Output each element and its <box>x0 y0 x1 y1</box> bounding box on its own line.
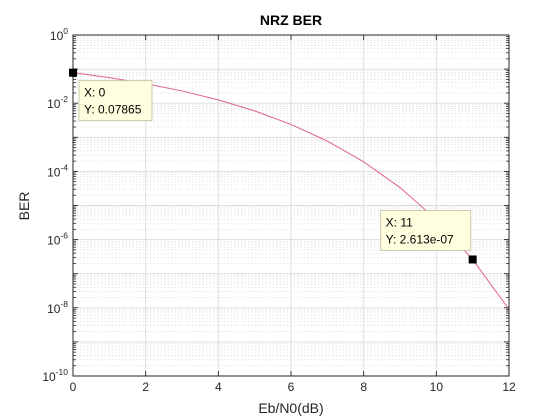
datatip-box <box>78 80 153 122</box>
y-tick-label: 10-6 <box>47 231 68 248</box>
datatip-marker[interactable] <box>468 255 477 264</box>
y-tick-base: 10 <box>50 29 64 43</box>
x-tick-label: 4 <box>215 380 222 394</box>
x-axis-label: Eb/N0(dB) <box>258 400 323 416</box>
x-tick-label: 8 <box>360 380 367 394</box>
datatip[interactable]: X: 11 Y: 2.613e-07 <box>380 209 477 264</box>
datatip-box <box>380 209 472 251</box>
datatip-marker[interactable] <box>69 68 77 77</box>
datatip-y-text: Y: 2.613e-07 <box>386 232 454 246</box>
y-tick-base: 10 <box>47 234 61 248</box>
ticks <box>72 34 510 377</box>
x-tick-label: 2 <box>142 380 149 394</box>
y-tick-exponent: -8 <box>60 299 68 309</box>
x-tick-label: 10 <box>430 380 444 394</box>
datatip[interactable]: X: 0 Y: 0.07865 <box>69 68 153 122</box>
y-tick-label: 100 <box>50 26 68 43</box>
y-axis-label: BER <box>16 192 32 221</box>
y-tick-exponent: -4 <box>60 162 68 172</box>
datatips: X: 0 Y: 0.07865 X: 11 Y: 2.613e-07 <box>69 68 477 264</box>
y-tick-exponent: -6 <box>60 231 68 241</box>
y-tick-exponent: 0 <box>63 26 68 36</box>
chart-title: NRZ BER <box>260 12 322 28</box>
x-tick-labels: 0 2 4 6 8 10 12 <box>70 380 516 394</box>
x-tick-label: 0 <box>70 380 77 394</box>
y-tick-base: 10 <box>42 370 56 384</box>
y-tick-label: 10-2 <box>47 94 68 111</box>
y-tick-exponent: -2 <box>60 94 68 104</box>
y-tick-label: 10-10 <box>42 367 68 384</box>
x-tick-label: 6 <box>288 380 295 394</box>
y-tick-exponent: -10 <box>56 367 69 377</box>
datatip-x-text: X: 11 <box>386 215 413 229</box>
y-tick-base: 10 <box>47 97 61 111</box>
y-tick-base: 10 <box>47 302 61 316</box>
y-tick-label: 10-8 <box>47 299 68 316</box>
y-tick-base: 10 <box>47 165 61 179</box>
y-tick-label: 10-4 <box>47 162 68 179</box>
datatip-x-text: X: 0 <box>84 86 106 100</box>
x-tick-label: 12 <box>502 380 516 394</box>
datatip-y-text: Y: 0.07865 <box>84 103 142 117</box>
